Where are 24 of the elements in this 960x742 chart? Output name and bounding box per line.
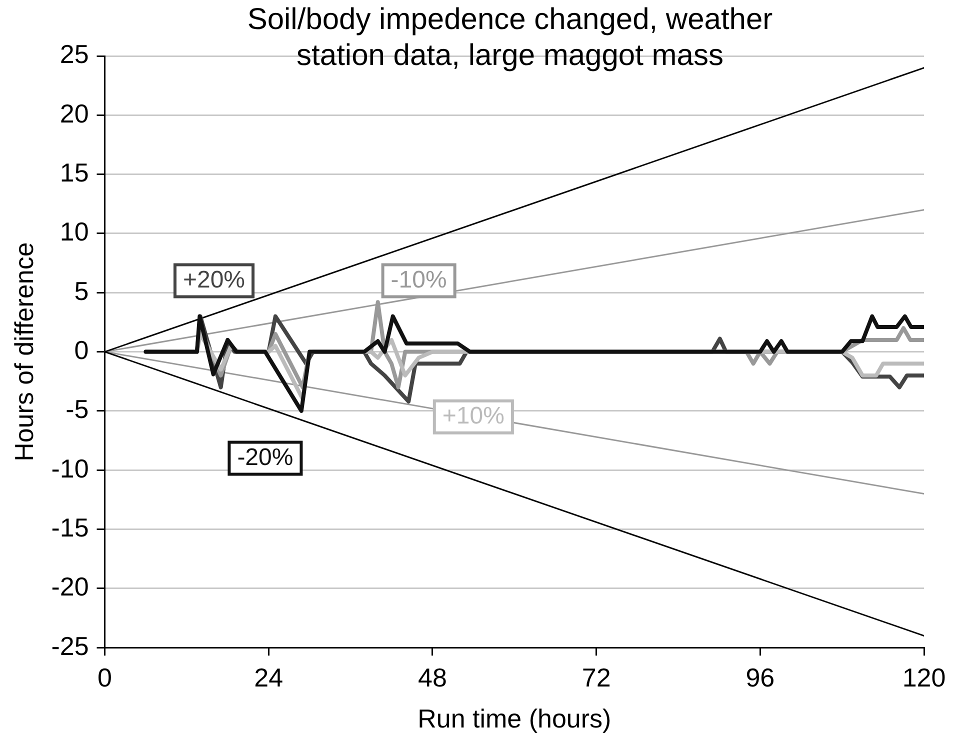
x-tick-label: 72 [582,662,611,692]
y-tick-label: -20 [51,572,89,602]
y-tick-label: 5 [74,276,89,306]
chart-title: Soil/body impedence changed, weather station data, large maggot mass [246,2,774,74]
x-axis-title: Run time (hours) [418,704,612,734]
series-label: -10% [390,266,447,294]
x-tick-label: 0 [98,662,112,692]
y-tick-label: 10 [60,216,89,247]
series-label: +10% [442,402,504,430]
series-label: +20% [182,266,246,294]
y-tick-label: 0 [74,334,89,365]
y-tick-label: -25 [51,630,89,661]
y-tick-label: 25 [60,39,89,70]
y-tick-label: -15 [51,512,89,542]
y-axis-title: Hours of difference [8,242,39,462]
y-tick-label: -10 [51,453,89,484]
y-tick-label: -5 [66,394,89,424]
y-tick-label: 15 [60,157,89,188]
x-tick-label: 120 [902,662,946,692]
series-label: -20% [237,444,294,471]
x-tick-label: 96 [746,662,775,692]
y-tick-label: 20 [60,98,89,128]
x-tick-label: 48 [418,662,447,692]
x-tick-label: 24 [254,662,284,692]
